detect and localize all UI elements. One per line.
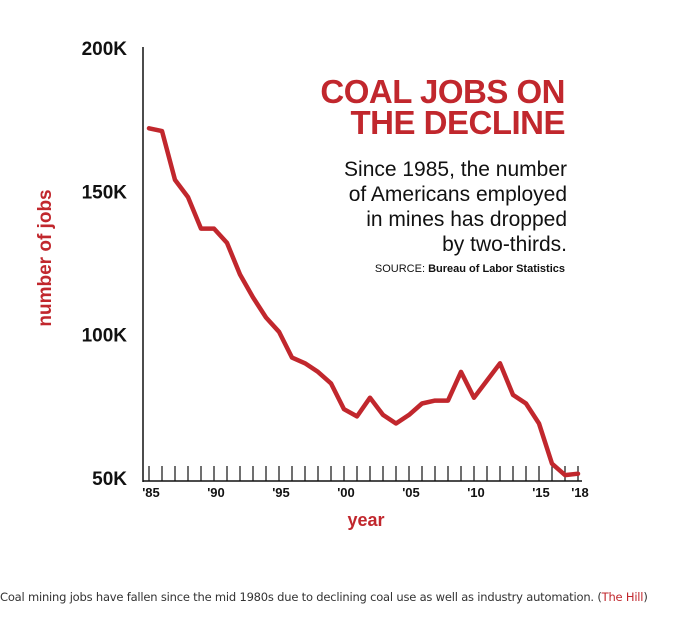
y-tick-labels: 50K 100K 150K 200K [82,39,128,490]
y-tick-label: 50K [92,469,127,490]
y-tick-label: 200K [82,39,128,60]
source-label: SOURCE: [374,263,426,275]
chart-source: SOURCE: Bureau of Labor Statistics [265,263,565,275]
x-tick-label: '05 [402,485,420,500]
subtitle-line-3: in mines has dropped [366,208,567,231]
x-tick-labels: '85 '90 '95 '00 '05 '10 '15 '18 [142,485,589,500]
caption-credit-link[interactable]: The Hill [601,590,644,604]
image-caption: Coal mining jobs have fallen since the m… [0,590,686,604]
subtitle-line-4: by two-thirds. [442,233,567,256]
caption-text: Coal mining jobs have fallen since the m… [0,590,594,604]
x-tick-label: '15 [532,485,550,500]
x-tick-label: '00 [337,485,355,500]
subtitle-line-1: Since 1985, the number [344,158,567,181]
chart-title-line-1: COAL JOBS ON [320,73,565,110]
source-name: Bureau of Labor Statistics [428,263,565,275]
x-tick-label: '90 [207,485,225,500]
x-tick-label: '95 [272,485,290,500]
caption-credit-open: ( [597,590,602,604]
x-minor-ticks [148,466,579,481]
x-axis-title: year [347,510,384,530]
y-tick-label: 100K [82,326,128,347]
x-tick-label: '10 [467,485,485,500]
series-line-coal-jobs [146,126,581,478]
chart-title: COAL JOBS ON THE DECLINE [245,73,565,141]
line-chart: 50K 100K 150K 200K '85 '90 '95 '00 '05 '10 '15 '18… [35,39,589,530]
x-tick-label: '85 [142,485,160,500]
chart-title-line-2: THE DECLINE [350,104,565,141]
y-axis-title: number of jobs [35,189,56,326]
x-tick-label: '18 [571,485,589,500]
y-tick-label: 150K [82,182,128,203]
chart-subtitle: Since 1985, the number of Americans empl… [267,157,567,257]
subtitle-line-2: of Americans employed [348,183,567,206]
caption-credit-close: ) [643,590,648,604]
